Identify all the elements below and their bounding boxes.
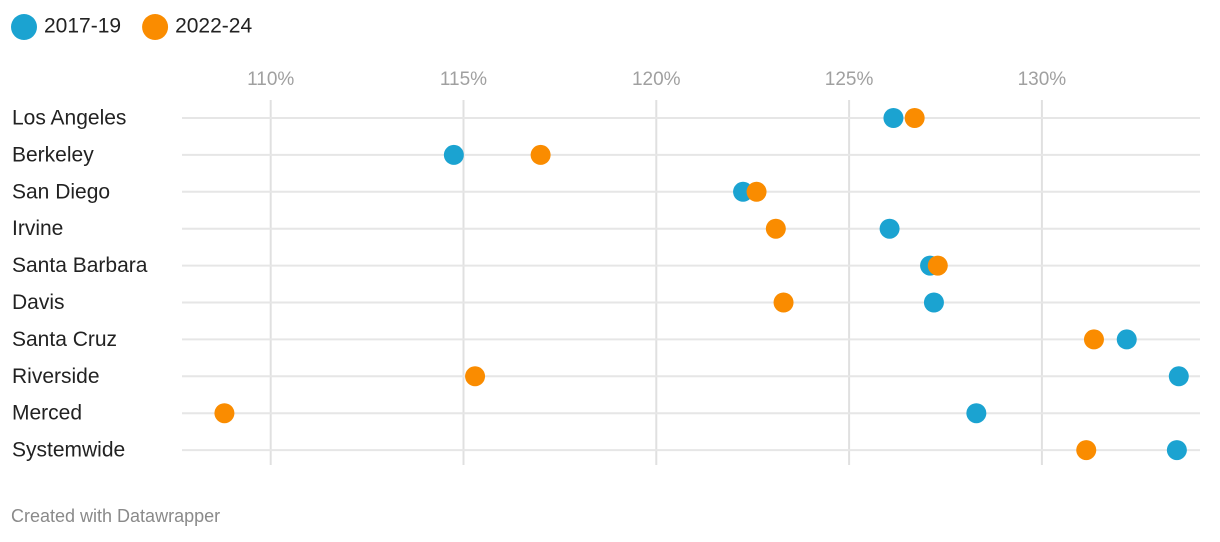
credit: Created with Datawrapper — [11, 506, 220, 526]
legend-swatch — [142, 14, 169, 40]
dot — [530, 144, 551, 165]
category-label: Los Angeles — [12, 107, 126, 130]
dot — [883, 108, 904, 128]
category-label: Merced — [12, 402, 82, 425]
dot — [879, 218, 900, 239]
category-label: Systemwide — [12, 439, 125, 462]
x-tick-label: 125% — [825, 69, 874, 90]
legend-label: 2022-24 — [175, 15, 252, 38]
legend-label: 2017-19 — [44, 15, 121, 38]
category-label: Riverside — [12, 365, 100, 388]
x-tick-label: 110% — [247, 69, 294, 90]
dot — [1168, 366, 1189, 387]
category-label: Santa Barbara — [12, 254, 148, 277]
dot — [1166, 440, 1187, 461]
dot — [773, 292, 794, 313]
dot — [214, 403, 235, 424]
legend-swatch — [11, 14, 37, 40]
dot — [1076, 440, 1097, 461]
dot — [1116, 329, 1137, 350]
category-label: Irvine — [12, 217, 63, 240]
dot — [765, 218, 786, 239]
dot — [746, 181, 767, 202]
dot — [923, 292, 944, 313]
x-tick-label: 120% — [632, 69, 681, 90]
x-tick-label: 115% — [440, 69, 487, 90]
dot — [443, 144, 464, 165]
category-label: Davis — [12, 291, 65, 314]
category-label: Berkeley — [12, 143, 94, 166]
category-label: Santa Cruz — [12, 328, 117, 351]
dot — [1083, 329, 1104, 350]
x-tick-label: 130% — [1018, 69, 1067, 90]
dot — [966, 403, 987, 424]
category-label: San Diego — [12, 180, 110, 203]
dot — [465, 366, 486, 387]
dot — [904, 108, 925, 128]
dot — [927, 255, 948, 276]
